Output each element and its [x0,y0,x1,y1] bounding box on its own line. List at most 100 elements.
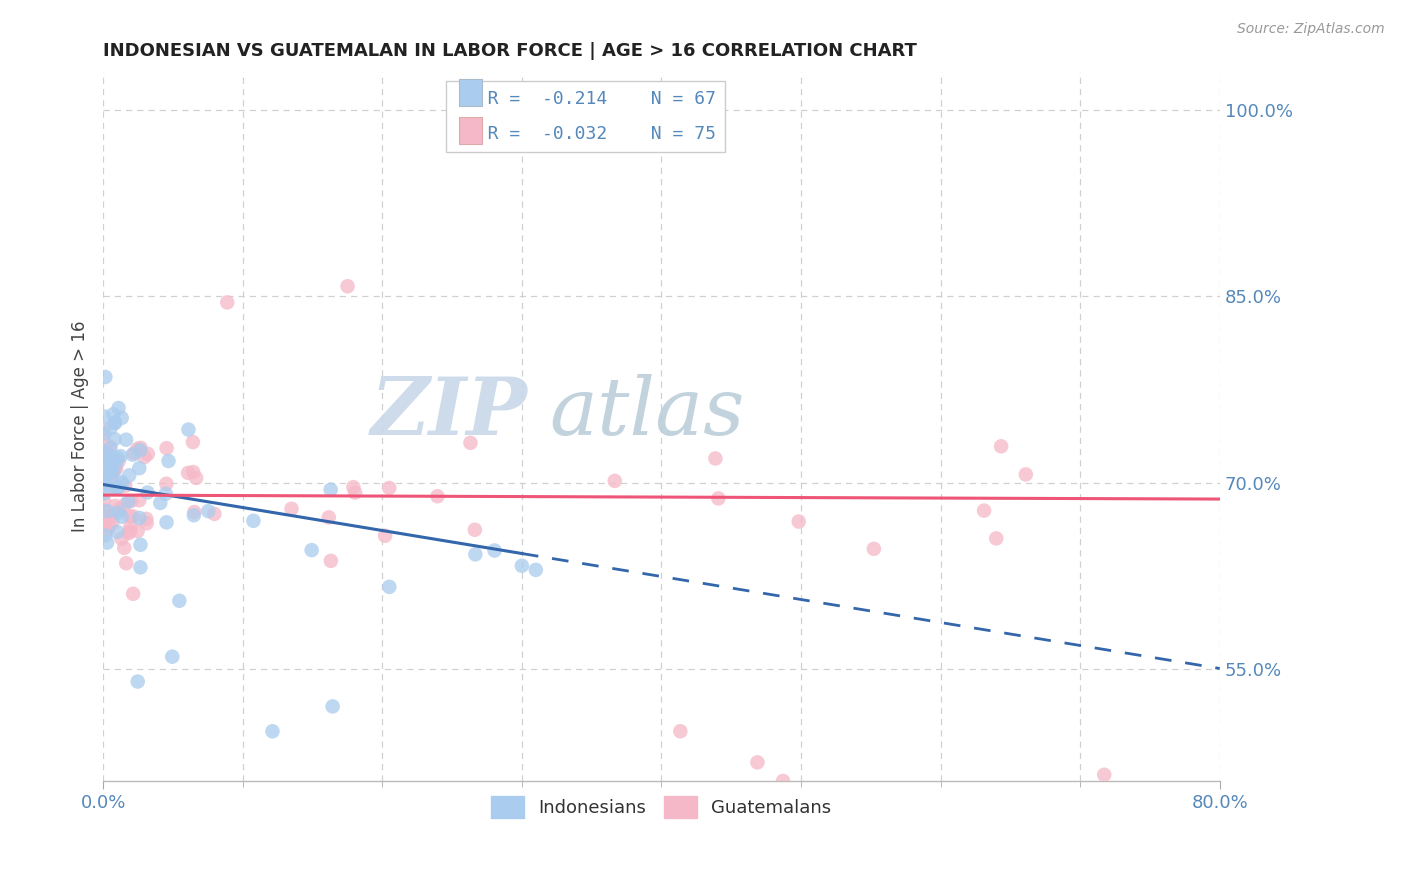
Point [319,554,342,568]
Point [121,448,143,462]
Point [155,476,177,491]
Point [118,468,141,483]
Point [104,457,127,471]
Point [136,447,159,461]
Point [378,580,401,594]
Point [181,465,204,479]
Y-axis label: In Labor Force | Age > 16: In Labor Force | Age > 16 [72,321,89,533]
Point [94,370,117,384]
Point [707,491,730,506]
Point [104,432,127,446]
Point [128,461,150,475]
Point [344,485,367,500]
Point [322,699,344,714]
Point [110,475,132,489]
Point [107,450,129,465]
Point [135,516,157,531]
Point [98,461,121,475]
Point [120,494,142,508]
Point [127,524,149,538]
Point [98,519,121,533]
Point [1015,467,1038,482]
Point [96,509,118,524]
Point [93,445,115,459]
Point [122,587,145,601]
Point [747,756,769,770]
Point [181,435,204,450]
Point [118,509,141,524]
Point [184,471,207,485]
Point [336,279,359,293]
Legend: Indonesians, Guatemalans: Indonesians, Guatemalans [484,789,838,825]
Point [98,442,121,456]
Point [104,461,127,475]
Point [202,507,225,521]
Point [129,538,152,552]
Point [103,407,125,421]
Point [301,543,323,558]
Text: atlas: atlas [550,374,745,451]
Point [342,480,364,494]
Point [484,543,506,558]
Point [426,489,449,503]
Point [197,504,219,518]
Point [787,515,810,529]
Point [107,401,129,415]
Point [464,523,486,537]
Point [129,560,152,574]
Point [96,442,118,457]
Point [120,520,142,534]
Point [128,511,150,525]
Point [114,479,136,493]
Point [105,461,128,475]
Point [117,526,139,541]
Point [100,478,122,492]
Point [136,485,159,500]
Point [177,466,200,480]
Point [96,457,118,471]
Point [93,478,115,492]
Point [115,433,138,447]
Point [110,532,132,546]
Point [122,509,145,524]
Point [127,674,149,689]
Point [93,515,115,529]
Point [177,423,200,437]
Point [128,493,150,508]
Point [1092,768,1115,782]
Point [169,594,191,608]
Point [374,529,396,543]
Point [162,649,184,664]
Point [863,541,886,556]
Point [93,426,115,441]
Point [990,439,1012,453]
Point [107,454,129,468]
Point [111,509,134,524]
Point [127,442,149,456]
Point [669,724,692,739]
Point [110,449,132,463]
Point [603,474,626,488]
Point [772,774,794,789]
Point [94,475,117,490]
Point [134,450,156,464]
Point [280,501,302,516]
Point [93,423,115,437]
Point [704,451,727,466]
Point [94,528,117,542]
Point [524,563,547,577]
Point [118,524,141,539]
Point [108,502,131,516]
Point [93,486,115,500]
Point [100,508,122,523]
Point [183,508,205,523]
Point [101,450,124,464]
Point [97,466,120,480]
Point [111,411,134,425]
Point [104,416,127,430]
Point [129,443,152,458]
Point [135,512,157,526]
Point [93,493,115,508]
FancyBboxPatch shape [460,117,482,144]
Point [117,494,139,508]
